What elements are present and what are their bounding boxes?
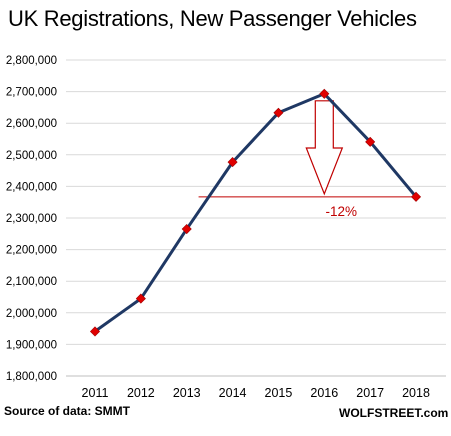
series-line [94, 92, 418, 333]
brand-label: WOLFSTREET.com [339, 406, 449, 420]
x-tick-label: 2011 [82, 386, 109, 400]
y-tick-label: 2,700,000 [6, 87, 57, 99]
x-tick-label: 2013 [173, 386, 201, 400]
source-note: Source of data: SMMT [4, 404, 131, 418]
data-point-marker [365, 136, 376, 147]
y-tick-label: 1,900,000 [6, 339, 57, 351]
chart-title: UK Registrations, New Passenger Vehicles [8, 6, 417, 31]
x-tick-label: 2015 [265, 386, 293, 400]
data-markers [89, 88, 422, 337]
y-tick-label: 2,600,000 [6, 118, 57, 130]
y-tick-label: 2,400,000 [6, 181, 57, 193]
data-point-marker [227, 157, 238, 168]
y-tick-label: 1,800,000 [6, 371, 57, 383]
y-tick-label: 2,300,000 [6, 213, 57, 225]
x-tick-label: 2014 [219, 386, 247, 400]
decline-arrow [305, 100, 344, 196]
decline-label: -12% [325, 204, 357, 219]
x-axis-tick-labels: 2011 2012 2013 2014 2015 2016 2017 2018 [82, 386, 430, 400]
x-tick-label: 2018 [402, 386, 430, 400]
x-tick-label: 2017 [356, 386, 384, 400]
x-tick-label: 2016 [310, 386, 338, 400]
decline-annotation: -12% [198, 100, 417, 219]
y-tick-label: 2,500,000 [6, 150, 57, 162]
y-tick-label: 2,000,000 [6, 308, 57, 320]
gridlines [66, 59, 446, 345]
x-tick-label: 2012 [127, 386, 155, 400]
y-axis-tick-labels: 1,800,000 1,900,000 2,000,000 2,100,000 2,20… [6, 55, 57, 383]
data-point-marker [319, 88, 330, 99]
data-point-marker [273, 107, 284, 118]
data-point-marker [135, 293, 146, 304]
y-tick-label: 2,100,000 [6, 276, 57, 288]
y-tick-label: 2,800,000 [6, 55, 57, 67]
data-point-marker [89, 326, 101, 337]
y-tick-label: 2,200,000 [6, 245, 57, 257]
data-point-marker [181, 224, 192, 235]
data-point-marker [410, 191, 422, 202]
